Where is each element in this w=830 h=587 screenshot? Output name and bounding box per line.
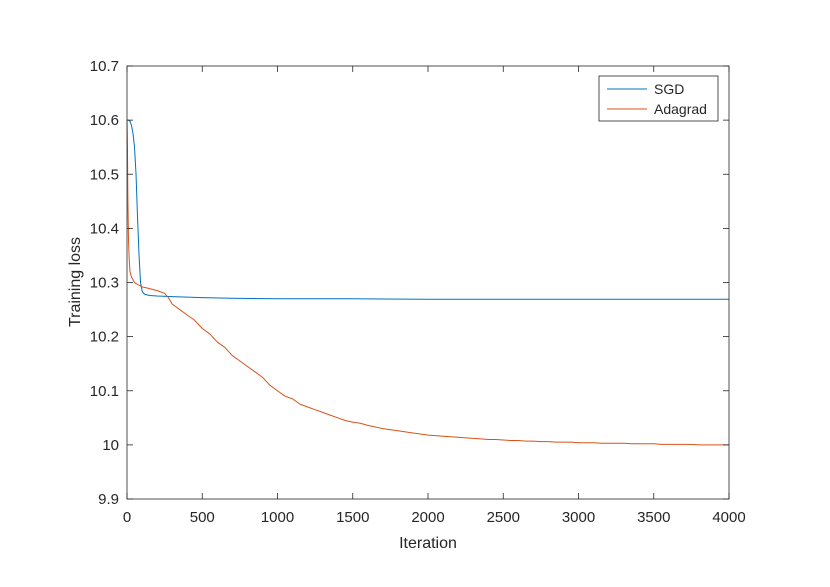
legend-box [598,75,719,122]
x-tick-label: 1500 [336,509,369,526]
x-tick-label: 2500 [487,509,520,526]
y-tick-label: 10.3 [90,275,119,292]
x-tick-label: 500 [190,509,215,526]
legend-label-sgd: SGD [654,81,684,97]
y-tick-label: 10.4 [90,220,119,237]
y-tick-label: 10.1 [90,383,119,400]
x-tick-label: 0 [123,509,131,526]
y-tick-label: 9.9 [98,491,119,508]
x-tick-label: 3000 [562,509,595,526]
x-tick-label: 2000 [411,509,444,526]
x-tick-label: 3500 [637,509,670,526]
y-tick-label: 10.7 [90,58,119,75]
y-tick-label: 10 [102,437,119,454]
x-tick-label: 4000 [712,509,745,526]
x-axis-label: Iteration [399,535,457,552]
legend-label-adagrad: Adagrad [654,101,707,117]
series-line-adagrad [126,120,729,446]
y-tick-label: 10.6 [90,112,119,129]
y-tick-label: 10.2 [90,329,119,346]
y-axis-label: Training loss [67,237,84,327]
x-tick-label: 1000 [261,509,294,526]
plot-area [127,66,729,499]
y-tick-label: 10.5 [90,166,119,183]
series-line-sgd [127,119,729,300]
